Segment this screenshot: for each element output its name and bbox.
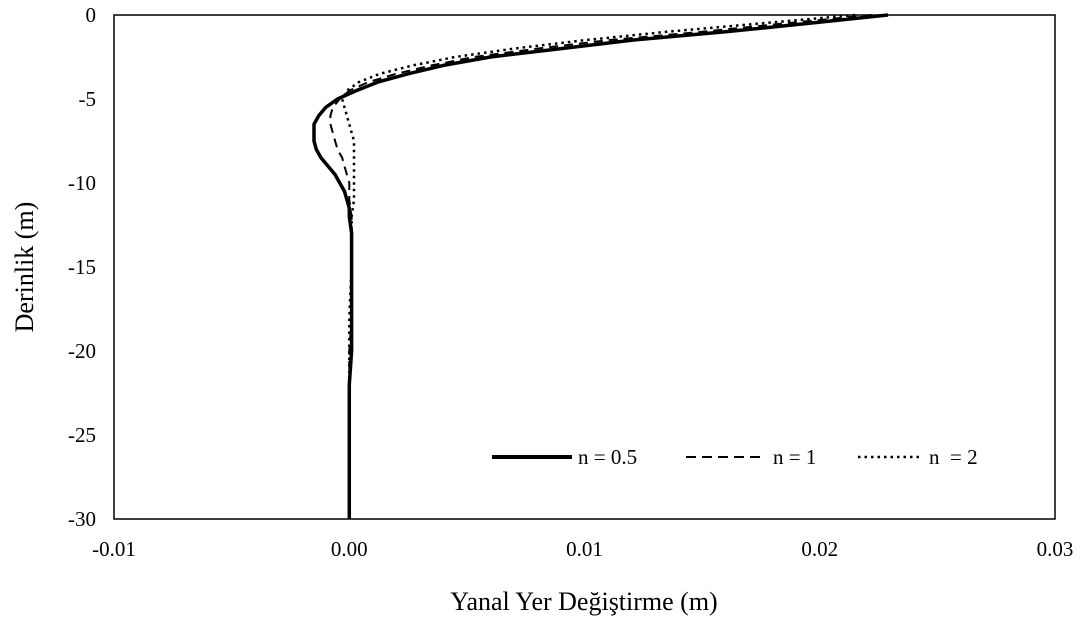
legend-label-n-0.5: n = 0.5 (578, 445, 637, 469)
y-tick-label: -5 (79, 87, 97, 111)
x-axis-tick-labels: -0.01 0.00 0.01 0.02 0.03 (92, 537, 1073, 561)
y-axis-tick-labels: 0 -5 -10 -15 -20 -25 -30 (68, 3, 96, 531)
y-tick-label: -25 (68, 423, 96, 447)
y-tick-label: -15 (68, 255, 96, 279)
legend-label-n-1: n = 1 (773, 445, 816, 469)
plot-area-frame (113, 14, 1056, 520)
x-tick-label: 0.03 (1037, 537, 1074, 561)
series-line-1 (312, 13, 889, 519)
x-tick-label: 0.01 (566, 537, 603, 561)
y-tick-label: -10 (68, 171, 96, 195)
x-tick-label: 0.02 (801, 537, 838, 561)
series-line-3 (340, 13, 856, 519)
legend: n = 0.5 n = 1 n = 2 (492, 445, 978, 469)
series-lines (312, 13, 889, 519)
y-tick-label: 0 (86, 3, 97, 27)
y-tick-label: -20 (68, 339, 96, 363)
x-tick-label: 0.00 (331, 537, 368, 561)
x-tick-label: -0.01 (92, 537, 136, 561)
series-line-2 (329, 14, 872, 519)
y-tick-label: -30 (68, 507, 96, 531)
x-axis-title: Yanal Yer Değiştirme (m) (450, 587, 717, 616)
y-axis-title: Derinlik (m) (10, 202, 39, 333)
legend-label-n-2: n = 2 (929, 445, 978, 469)
